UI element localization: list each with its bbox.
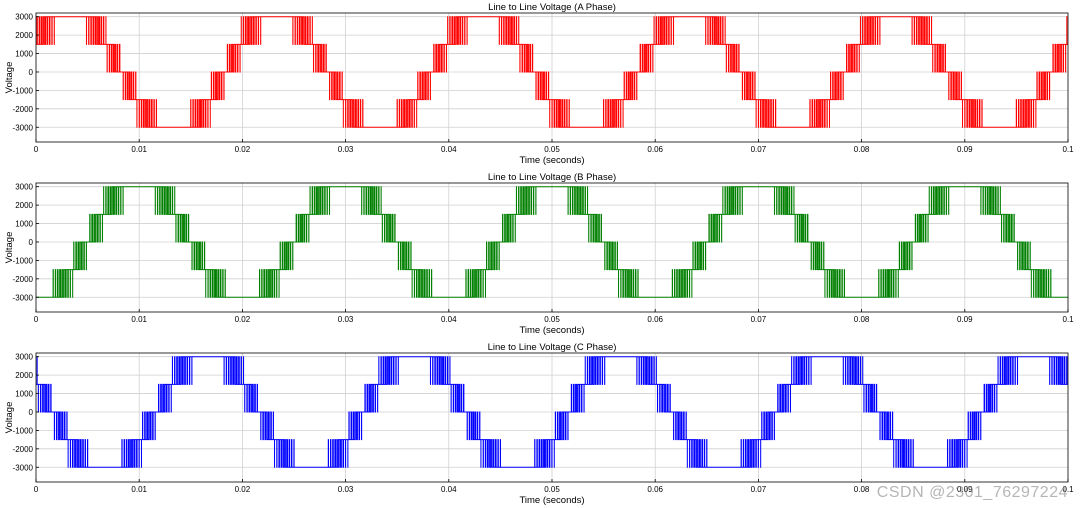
x-tick-label: 0.05 xyxy=(544,485,560,494)
x-tick-label: 0.04 xyxy=(441,485,457,494)
y-tick-label: -3000 xyxy=(13,463,34,472)
x-axis-label: Time (seconds) xyxy=(519,495,584,506)
y-tick-label: 2000 xyxy=(15,201,33,210)
y-tick-label: 1000 xyxy=(15,390,33,399)
y-tick-label: -1000 xyxy=(13,86,34,95)
x-tick-label: 0.03 xyxy=(338,485,354,494)
y-tick-label: 3000 xyxy=(15,13,33,22)
y-tick-label: -2000 xyxy=(13,105,34,114)
y-axis-label: Voltage xyxy=(4,402,15,434)
x-tick-label: 0.03 xyxy=(338,145,354,154)
x-tick-label: 0.07 xyxy=(751,315,767,324)
x-tick-label: 0 xyxy=(34,315,39,324)
subplot-2: 0 0.01 0.02 0.03 0.04 0.05 0.06 0.07 0.08 0.09 0.1… xyxy=(4,172,1074,336)
y-tick-label: 3000 xyxy=(15,353,33,362)
x-tick-label: 0 xyxy=(34,485,39,494)
x-tick-label: 0.02 xyxy=(235,315,251,324)
y-tick-label: -2000 xyxy=(13,275,34,284)
y-tick-label: 1000 xyxy=(15,50,33,59)
watermark: CSDN @2301_76297224 xyxy=(876,484,1068,501)
x-tick-label: 0.09 xyxy=(957,485,973,494)
x-tick-label: 0.04 xyxy=(441,315,457,324)
chart-title: Line to Line Voltage (A Phase) xyxy=(488,2,616,13)
x-axis-label: Time (seconds) xyxy=(519,325,584,336)
y-axis-label: Voltage xyxy=(4,232,15,264)
x-tick-label: 0.04 xyxy=(441,145,457,154)
x-tick-label: 0.1 xyxy=(1062,485,1074,494)
x-tick-label: 0.01 xyxy=(131,485,147,494)
x-tick-label: 0.05 xyxy=(544,315,560,324)
y-tick-label: 0 xyxy=(29,68,34,77)
y-tick-label: -3000 xyxy=(13,123,34,132)
y-tick-label: 2000 xyxy=(15,31,33,40)
chart-title: Line to Line Voltage (B Phase) xyxy=(488,172,616,183)
y-tick-label: -1000 xyxy=(13,256,34,265)
y-tick-label: 1000 xyxy=(15,220,33,229)
x-axis-label: Time (seconds) xyxy=(519,155,584,166)
voltage-waveform-line xyxy=(36,356,1068,468)
x-tick-label: 0.06 xyxy=(647,145,663,154)
x-tick-label: 0.03 xyxy=(338,315,354,324)
x-tick-label: 0.01 xyxy=(131,315,147,324)
y-tick-label: -1000 xyxy=(13,426,34,435)
voltage-waveform-line xyxy=(36,186,1068,298)
x-tick-label: 0.09 xyxy=(957,145,973,154)
x-tick-label: 0.02 xyxy=(235,145,251,154)
chart-title: Line to Line Voltage (C Phase) xyxy=(488,342,617,353)
subplot-1: 0 0.01 0.02 0.03 0.04 0.05 0.06 0.07 0.08 0.09 0.1… xyxy=(4,2,1074,166)
x-tick-label: 0.02 xyxy=(235,485,251,494)
x-tick-label: 0.07 xyxy=(751,145,767,154)
x-tick-label: 0.07 xyxy=(751,485,767,494)
x-tick-label: 0.08 xyxy=(854,315,870,324)
y-tick-label: -2000 xyxy=(13,445,34,454)
x-tick-label: 0.01 xyxy=(131,145,147,154)
x-tick-label: 0.05 xyxy=(544,145,560,154)
voltage-waveform-line xyxy=(36,16,1068,128)
y-tick-label: 0 xyxy=(29,238,34,247)
y-tick-label: 2000 xyxy=(15,371,33,380)
x-tick-label: 0.06 xyxy=(647,315,663,324)
x-tick-label: 0.1 xyxy=(1062,145,1074,154)
y-tick-label: 0 xyxy=(29,408,34,417)
y-tick-label: 3000 xyxy=(15,183,33,192)
x-tick-label: 0.06 xyxy=(647,485,663,494)
x-tick-label: 0.08 xyxy=(854,485,870,494)
subplot-3: 0 0.01 0.02 0.03 0.04 0.05 0.06 0.07 0.08 0.09 0.1… xyxy=(4,342,1074,506)
x-tick-label: 0.1 xyxy=(1062,315,1074,324)
x-tick-label: 0.08 xyxy=(854,145,870,154)
y-axis-label: Voltage xyxy=(4,62,15,94)
x-tick-label: 0.09 xyxy=(957,315,973,324)
x-tick-label: 0 xyxy=(34,145,39,154)
y-tick-label: -3000 xyxy=(13,293,34,302)
